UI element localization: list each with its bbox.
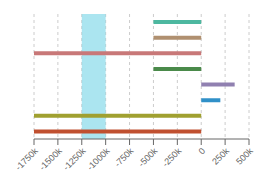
svg-text:-750k: -750k — [112, 146, 135, 169]
svg-text:500k: 500k — [234, 146, 255, 167]
svg-text:250k: 250k — [210, 146, 231, 167]
svg-text:-500k: -500k — [136, 146, 159, 169]
svg-text:-1000k: -1000k — [85, 146, 112, 173]
svg-text:-250k: -250k — [160, 146, 183, 169]
svg-text:-1250k: -1250k — [61, 146, 88, 173]
svg-text:-1500k: -1500k — [37, 146, 64, 173]
svg-text:0: 0 — [197, 146, 208, 157]
svg-text:-1750k: -1750k — [13, 146, 40, 173]
